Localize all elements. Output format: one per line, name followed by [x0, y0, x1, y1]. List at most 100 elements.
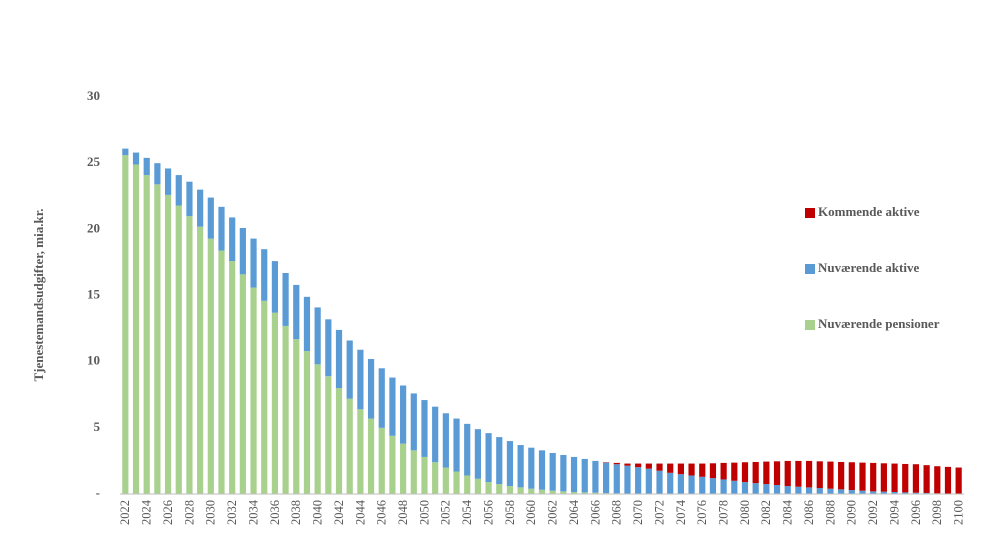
bar-segment	[367, 359, 375, 419]
bar-segment	[464, 475, 471, 494]
bar-segment	[870, 491, 877, 494]
bar-segment	[346, 398, 353, 494]
bar-segment	[902, 463, 909, 493]
bar-segment	[805, 487, 813, 494]
bar-segment	[848, 490, 855, 494]
bar-segment	[164, 168, 172, 195]
bar-segment	[923, 465, 930, 493]
bar-segment	[271, 312, 279, 494]
x-tick-label: 2072	[652, 500, 666, 525]
bar-segment	[261, 300, 268, 494]
bar-segment	[421, 456, 428, 494]
legend-swatch	[805, 320, 815, 330]
bar-segment	[816, 461, 823, 489]
y-axis-title: Tjenestemandsudgifter, mia.kr.	[31, 208, 46, 381]
bar-segment	[805, 460, 813, 488]
x-tick-label: 2068	[610, 500, 624, 525]
x-tick-label: 2026	[161, 500, 175, 525]
bar-segment	[528, 488, 535, 494]
bar-segment	[335, 388, 343, 494]
bar-segment	[581, 458, 588, 493]
bar-segment	[325, 319, 332, 377]
bar-segment	[795, 486, 802, 494]
bar-segment	[485, 482, 492, 494]
bar-segment	[357, 409, 364, 494]
bar-segment	[912, 492, 920, 494]
x-tick-label: 2028	[182, 500, 196, 525]
x-tick-label: 2054	[460, 499, 474, 525]
bar-segment	[592, 460, 599, 493]
bar-segment	[934, 466, 941, 494]
y-tick-label: 25	[87, 154, 101, 169]
bar-segment	[175, 175, 182, 206]
legend-label: Nuværende aktive	[818, 260, 919, 275]
bar-segment	[912, 464, 920, 493]
legend-label: Kommende aktive	[818, 204, 920, 219]
bar-segment	[186, 181, 193, 217]
bar-segment	[613, 464, 620, 494]
x-tick-label: 2066	[588, 500, 602, 525]
bar-segment	[720, 462, 727, 480]
bar-segment	[581, 492, 588, 494]
bar-segment	[709, 478, 717, 494]
bar-segment	[635, 463, 642, 468]
x-tick-label: 2078	[716, 500, 730, 525]
x-tick-label: 2092	[866, 500, 880, 525]
x-tick-label: 2086	[802, 500, 816, 525]
bar-segment	[378, 427, 385, 494]
bar-segment	[549, 452, 556, 491]
bar-segment	[367, 418, 375, 494]
bar-segment	[496, 437, 503, 485]
x-tick-label: 2040	[311, 500, 325, 525]
legend-swatch	[805, 264, 815, 274]
bar-segment	[838, 461, 845, 490]
bar-segment	[645, 463, 652, 469]
bar-segment	[891, 463, 898, 493]
x-tick-label: 2076	[695, 500, 709, 525]
bar-segment	[763, 484, 770, 494]
bar-segment	[741, 462, 749, 483]
x-tick-label: 2032	[225, 500, 239, 525]
bar-segment	[389, 377, 396, 436]
bar-segment	[250, 287, 257, 494]
bar-segment	[122, 148, 129, 156]
x-tick-label: 2062	[546, 500, 560, 525]
bar-segment	[432, 462, 439, 494]
bar-segment	[453, 471, 460, 494]
bar-segment	[389, 435, 396, 494]
x-tick-label: 2024	[140, 499, 154, 525]
bar-segment	[229, 261, 236, 494]
bar-segment	[314, 307, 321, 365]
bar-segment	[880, 463, 887, 492]
bar-segment	[400, 443, 407, 494]
bar-segment	[827, 461, 834, 489]
bar-segment	[410, 393, 417, 451]
bar-segment	[709, 463, 717, 479]
x-tick-label: 2090	[845, 500, 859, 525]
bar-segment	[688, 475, 695, 494]
x-tick-label: 2082	[759, 500, 773, 525]
bar-segment	[923, 492, 930, 494]
bar-segment	[656, 463, 663, 471]
bar-segment	[870, 462, 877, 492]
bar-segment	[944, 466, 952, 494]
bar-segment	[154, 184, 161, 494]
bar-segment	[752, 461, 759, 484]
bar-segment	[421, 400, 428, 457]
bar-segment	[795, 460, 802, 487]
y-tick-label: 10	[87, 353, 100, 368]
bar-segment	[186, 216, 193, 494]
bar-segment	[838, 489, 845, 494]
x-tick-label: 2052	[439, 500, 453, 525]
bar-segment	[816, 488, 823, 494]
x-tick-label: 2022	[118, 500, 132, 525]
bar-segment	[570, 492, 578, 494]
bar-segment	[752, 483, 759, 494]
bar-segment	[763, 461, 770, 485]
bar-segment	[175, 205, 182, 494]
bar-segment	[859, 490, 866, 494]
bar-segment	[506, 441, 514, 487]
bar-segment	[603, 462, 610, 494]
bar-segment	[303, 351, 311, 494]
